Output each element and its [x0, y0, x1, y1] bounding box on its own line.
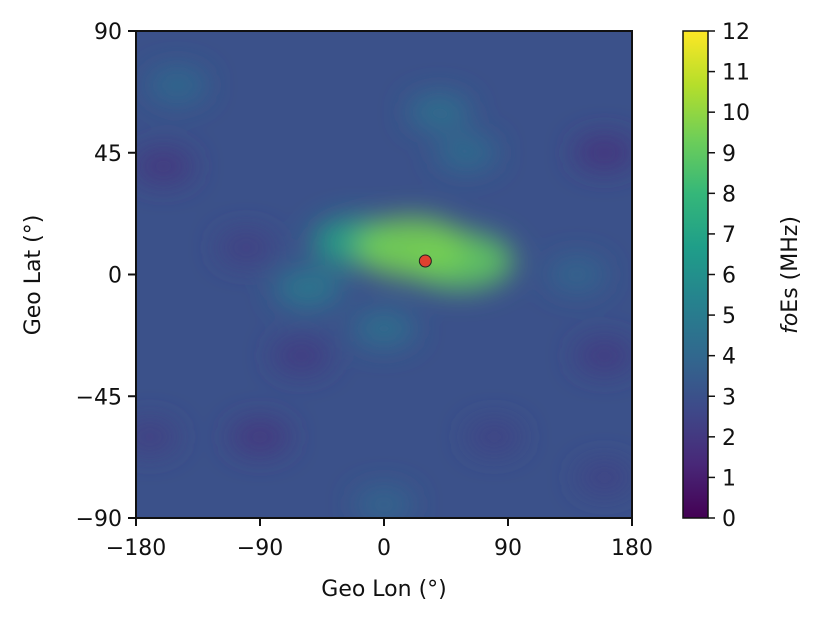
heatmap-region — [407, 94, 471, 130]
heatmap-region — [355, 217, 469, 278]
heatmap-region — [218, 231, 275, 264]
heatmap-region — [575, 339, 632, 373]
x-tick-label: 0 — [377, 536, 391, 561]
y-tick-label: 90 — [94, 20, 122, 45]
colorbar-tick-label: 4 — [722, 345, 736, 370]
x-tick-label: 180 — [611, 536, 653, 561]
heatmap-region — [573, 135, 632, 170]
x-axis-label: Geo Lon (°) — [321, 577, 446, 602]
colorbar-tick-label: 8 — [722, 182, 736, 207]
y-tick-label: −90 — [76, 507, 122, 532]
y-tick-label: −45 — [76, 385, 122, 410]
colorbar-label-italic: fo — [778, 313, 803, 334]
colorbar-tick-label: 10 — [722, 101, 750, 126]
colorbar-label-rest: Es (MHz) — [778, 216, 803, 313]
heatmap-region — [272, 339, 331, 373]
colorbar-tick-label: 3 — [722, 385, 736, 410]
y-tick-label: 0 — [108, 264, 122, 289]
colorbar-tick-label: 7 — [722, 223, 736, 248]
heatmap-region — [355, 487, 413, 518]
colorbar-tick-label: 9 — [722, 142, 736, 167]
heatmap-region — [352, 310, 416, 347]
y-axis: −90 −45 0 45 90 — [76, 20, 136, 532]
x-tick-label: 90 — [494, 536, 522, 561]
colorbar-tick-label: 12 — [722, 20, 750, 45]
colorbar-fill — [683, 31, 708, 518]
y-axis-label: Geo Lat (°) — [21, 215, 46, 336]
heatmap-features — [136, 68, 632, 518]
heatmap-region — [136, 149, 194, 184]
colorbar-tick-label: 11 — [722, 61, 750, 86]
heatmap-region — [466, 421, 522, 453]
y-tick-label: 45 — [94, 142, 122, 167]
x-tick-label: −90 — [237, 536, 283, 561]
x-tick-label: −180 — [106, 536, 166, 561]
colorbar-tick-label: 2 — [722, 426, 736, 451]
heatmap-region — [576, 461, 632, 494]
colorbar-tick-label: 5 — [722, 304, 736, 329]
heatmap-region — [230, 419, 290, 454]
heatmap-region — [436, 135, 498, 170]
colorbar-tick-label: 1 — [722, 466, 736, 491]
colorbar-label: foEs (MHz) — [778, 216, 803, 334]
location-marker — [418, 254, 432, 268]
heatmap-region — [147, 68, 208, 103]
colorbar-tick-label: 6 — [722, 264, 736, 289]
plot-area — [135, 30, 633, 519]
heatmap-region — [136, 420, 178, 453]
heatmap-region — [547, 258, 606, 291]
x-axis: −180 −90 0 90 180 — [106, 518, 653, 561]
colorbar-tick-label: 0 — [722, 507, 736, 532]
heatmap-region — [274, 269, 343, 308]
